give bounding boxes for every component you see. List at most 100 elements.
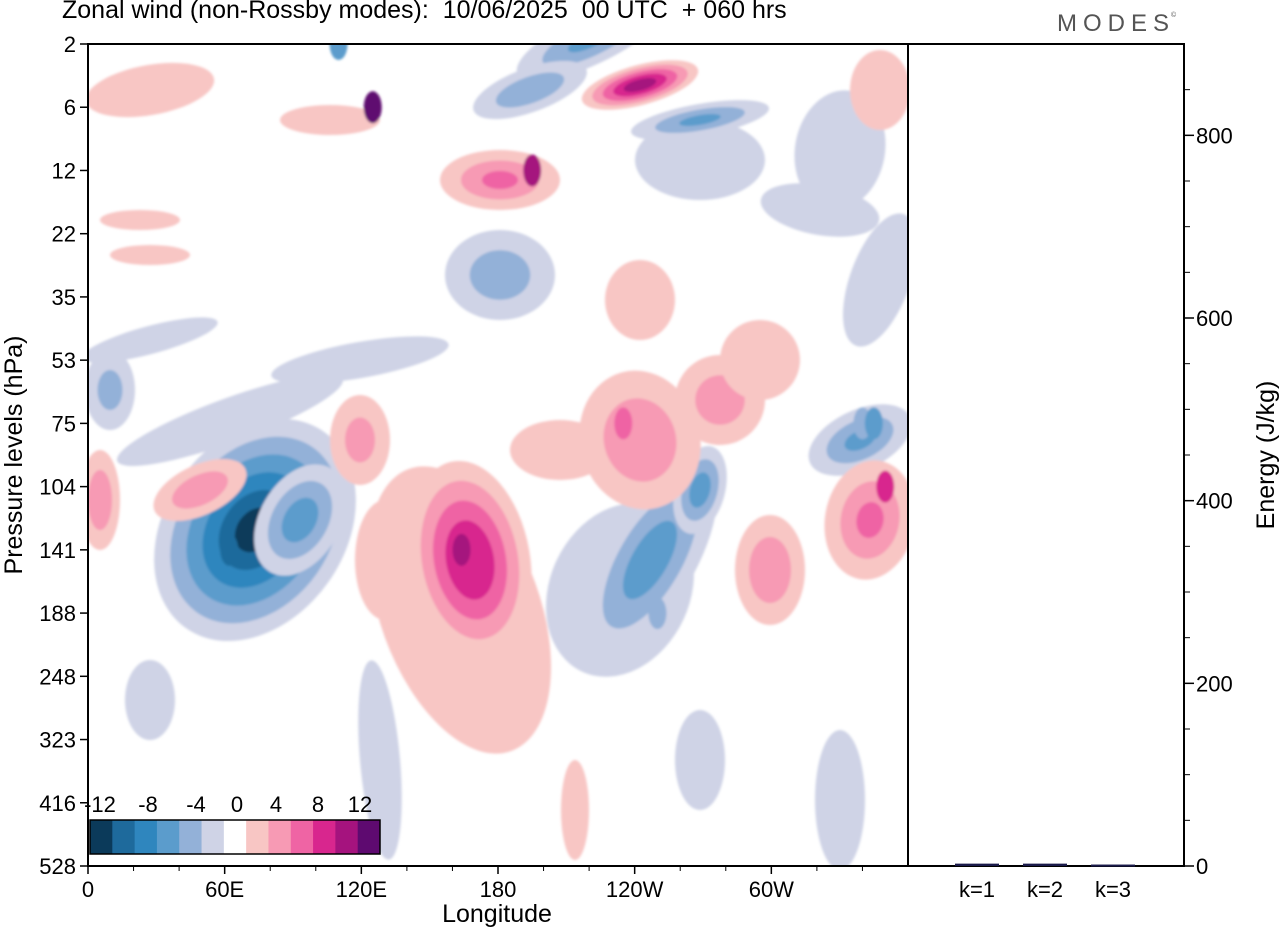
- y-tick-label: 528: [39, 854, 76, 879]
- negative-shading: [568, 44, 612, 53]
- positive-shading: [88, 62, 215, 118]
- energy-bar-k=1: [955, 863, 999, 866]
- colorbar-swatch: [335, 820, 359, 854]
- colorbar: -12 -8 -4 0 4 8 12: [84, 792, 381, 855]
- positive-shading: [850, 50, 908, 130]
- y-tick-label: 104: [39, 475, 76, 500]
- heatmap-y-axis: 2 6 12 22 35 53 75 104 141 188 248 323 416 528: [39, 32, 88, 879]
- logo-text: MODES: [1057, 10, 1176, 37]
- energy-category-label: k=2: [1027, 877, 1063, 902]
- positive-shading: [623, 78, 657, 92]
- colorbar-swatch: [156, 820, 180, 854]
- positive-shading: [561, 760, 589, 860]
- x-axis-title: Longitude: [442, 900, 552, 928]
- y-axis-title: Pressure levels (hPa): [0, 336, 28, 575]
- energy-bars: [955, 863, 1135, 867]
- colorbar-swatch: [357, 820, 381, 854]
- colorbar-swatch: [223, 820, 247, 854]
- energy-tick-label: 600: [1196, 306, 1233, 331]
- y-tick-label: 248: [39, 664, 76, 689]
- shading-group: [88, 44, 908, 866]
- energy-tick-label: 200: [1196, 671, 1233, 696]
- positive-shading: [605, 260, 675, 340]
- wind-extremum-3: [329, 44, 348, 60]
- negative-shading: [469, 250, 531, 300]
- x-tick-label: 180: [480, 877, 517, 902]
- y-tick-label: 6: [64, 95, 76, 120]
- negative-shading: [689, 472, 711, 508]
- y-tick-label: 53: [52, 348, 76, 373]
- energy-category-label: k=3: [1095, 877, 1131, 902]
- negative-shading: [358, 660, 402, 860]
- wind-extremum-7: [876, 470, 895, 503]
- chart-title: Zonal wind (non-Rossby modes): 10/06/202…: [62, 0, 787, 24]
- negative-shading: [635, 120, 765, 200]
- wind-extremum-9: [864, 407, 883, 440]
- colorbar-label: 8: [312, 792, 324, 817]
- wind-extremum-1: [452, 533, 471, 566]
- negative-shading: [623, 520, 677, 600]
- energy-panel-frame: [907, 43, 1185, 867]
- y-tick-label: 416: [39, 791, 76, 816]
- negative-shading: [97, 370, 123, 410]
- positive-shading: [345, 417, 375, 463]
- colorbar-swatch: [268, 820, 292, 854]
- negative-shading: [760, 183, 880, 237]
- y-tick-label: 35: [52, 285, 76, 310]
- heatmap-x-axis: 0 60E 120E 180 120W 60W: [82, 866, 863, 902]
- x-tick-label: 60W: [749, 877, 794, 902]
- negative-shading: [675, 710, 725, 810]
- colorbar-swatch: [246, 820, 269, 854]
- colorbar-swatch: [290, 820, 314, 854]
- energy-bar-k=2: [1023, 863, 1067, 866]
- colorbar-swatch: [179, 820, 203, 854]
- wind-extremum-2: [363, 91, 382, 124]
- positive-shading: [720, 320, 800, 400]
- wind-extremum-0: [220, 533, 239, 566]
- colorbar-label: -4: [186, 792, 206, 817]
- negative-shading: [495, 72, 565, 108]
- positive-shading: [100, 210, 180, 230]
- positive-shading: [280, 105, 380, 135]
- negative-shading: [542, 44, 638, 67]
- negative-shading: [815, 730, 865, 866]
- y-tick-label: 323: [39, 728, 76, 753]
- energy-tick-label: 400: [1196, 489, 1233, 514]
- energy-tick-label: 800: [1196, 123, 1233, 148]
- positive-shading: [355, 500, 415, 620]
- colorbar-label: 12: [348, 792, 372, 817]
- positive-shading: [172, 471, 228, 509]
- y-tick-label: 2: [64, 32, 76, 57]
- negative-shading: [281, 497, 319, 543]
- y-tick-label: 22: [52, 222, 76, 247]
- energy-bar-k=3: [1091, 864, 1135, 867]
- colorbar-swatch: [90, 820, 113, 854]
- x-tick-label: 120E: [336, 877, 387, 902]
- negative-shading: [125, 660, 175, 740]
- positive-shading: [856, 502, 884, 538]
- wind-extremum-8: [614, 407, 633, 440]
- colorbar-label: 0: [231, 792, 243, 817]
- y-tick-label: 141: [39, 538, 76, 563]
- positive-shading: [482, 171, 518, 189]
- x-tick-label: 120W: [606, 877, 664, 902]
- energy-y-axis: 0 200 400 600 800: [1184, 89, 1233, 879]
- logo-mark: ©: [1171, 12, 1177, 19]
- energy-axis-title: Energy (J/kg): [1252, 381, 1280, 530]
- colorbar-label: 4: [270, 792, 282, 817]
- colorbar-label: -8: [138, 792, 158, 817]
- energy-category-label: k=1: [959, 877, 995, 902]
- wind-extremum-5: [648, 597, 667, 630]
- colorbar-frame: [89, 819, 381, 855]
- positive-shading: [749, 537, 791, 603]
- colorbar-label: -12: [84, 792, 116, 817]
- colorbar-swatch: [134, 820, 158, 854]
- colorbar-swatch: [313, 820, 336, 854]
- negative-shading: [116, 374, 344, 466]
- y-tick-label: 12: [52, 158, 76, 183]
- negative-shading: [843, 213, 908, 347]
- colorbar-swatch: [112, 820, 136, 854]
- energy-tick-label: 0: [1196, 854, 1208, 879]
- wind-extremum-4: [523, 154, 542, 187]
